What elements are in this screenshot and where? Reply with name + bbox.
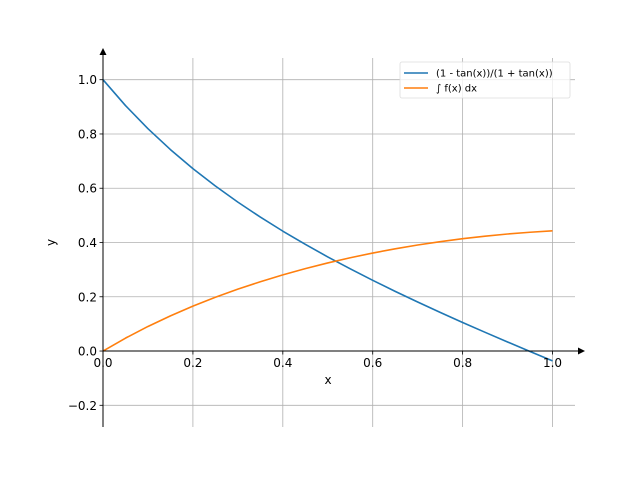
legend-label-2: ∫ f(x) dx <box>436 84 477 95</box>
y-tick-label: 1.0 <box>78 73 97 87</box>
legend-label-1: (1 - tan(x))/(1 + tan(x)) <box>436 69 553 80</box>
x-tick-label: 0.8 <box>453 356 472 370</box>
x-axis-arrow <box>578 347 585 355</box>
x-tick-label: 0.6 <box>363 356 382 370</box>
y-tick-label: −0.2 <box>68 399 97 413</box>
legend: (1 - tan(x))/(1 + tan(x)) ∫ f(x) dx <box>399 61 571 99</box>
y-tick-label: 0.2 <box>78 290 97 304</box>
x-tick-label: 0.0 <box>93 356 112 370</box>
x-tick-label: 0.4 <box>273 356 292 370</box>
y-axis-arrow <box>99 48 107 55</box>
legend-box <box>399 61 571 99</box>
axes <box>99 48 585 427</box>
series-line-1 <box>102 79 553 362</box>
series-lines <box>102 79 553 362</box>
y-axis-label: y <box>44 239 58 246</box>
x-tick-label: 1.0 <box>543 356 562 370</box>
y-tick-label: 0.8 <box>78 127 97 141</box>
y-tick-label: 0.4 <box>78 236 97 250</box>
ticks: 0.0 0.2 0.4 0.6 0.8 1.0 −0.2 0.0 0.2 0.4 0.6 0.8 1.0 <box>68 73 562 413</box>
grid-lines <box>102 58 575 427</box>
x-axis-label: x <box>324 373 331 387</box>
x-tick-label: 0.2 <box>183 356 202 370</box>
y-tick-label: 0.0 <box>78 345 97 359</box>
series-line-2 <box>102 230 553 352</box>
y-tick-label: 0.6 <box>78 182 97 196</box>
